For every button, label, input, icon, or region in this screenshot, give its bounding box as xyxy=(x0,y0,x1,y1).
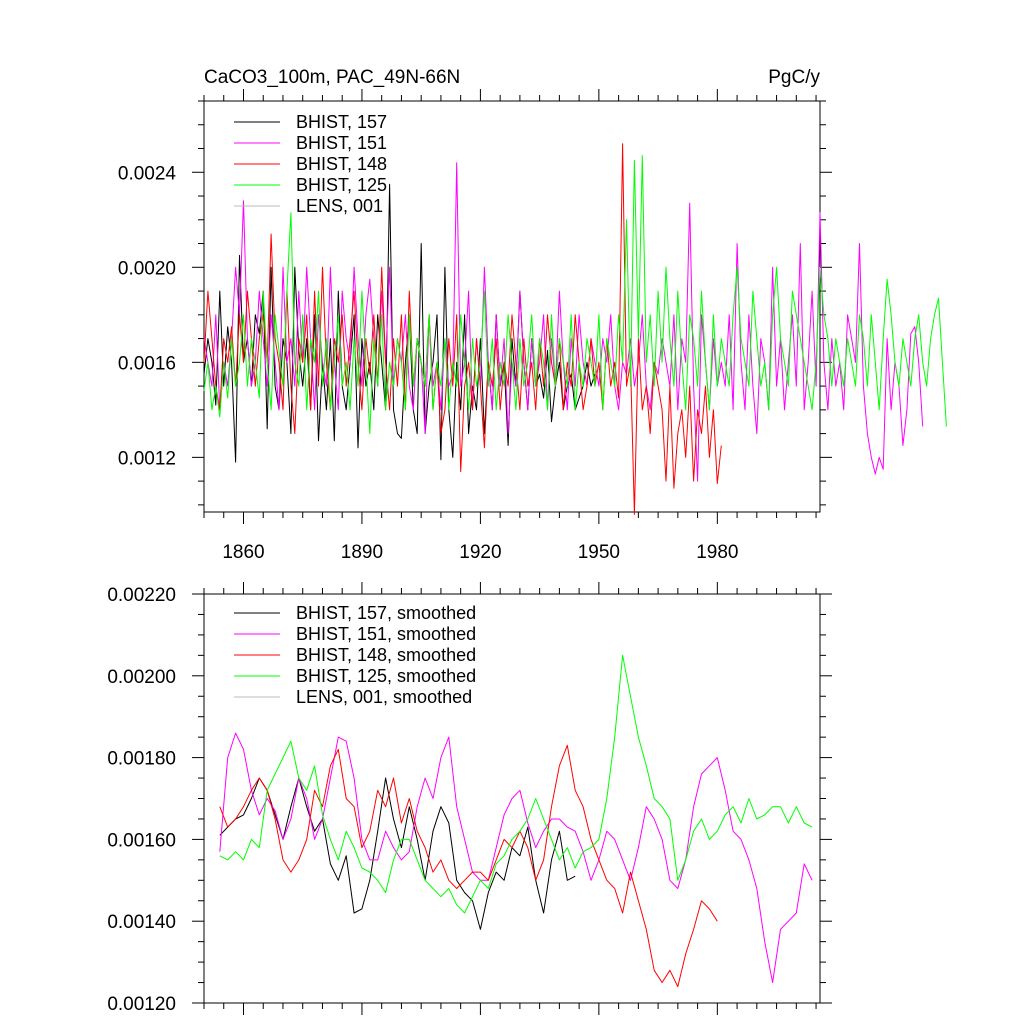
y-tick-label: 0.00140 xyxy=(107,912,176,933)
y-tick-label: 0.00220 xyxy=(107,585,176,606)
y-tick-label: 0.00180 xyxy=(107,749,176,770)
chart-units: PgC/y xyxy=(768,67,820,88)
y-tick-label: 0.0012 xyxy=(118,448,176,469)
y-tick-label: 0.0020 xyxy=(118,258,176,279)
y-tick-label: 0.0024 xyxy=(118,163,177,184)
legend-label: LENS, 001 xyxy=(296,196,383,216)
x-tick-label: 1860 xyxy=(222,542,264,563)
series-line-bhist-151-smoothed xyxy=(219,732,813,983)
legend-label: BHIST, 151 xyxy=(296,133,387,153)
legend-label: BHIST, 125, smoothed xyxy=(296,666,476,686)
series-line-bhist-125-smoothed xyxy=(219,654,813,914)
legend-label: LENS, 001, smoothed xyxy=(296,687,472,707)
series-line-bhist-157 xyxy=(203,183,596,463)
panel-bottom: 0.00120 0.00140 0.00160 0.00180 0.00200 0.002… xyxy=(107,582,832,1015)
series-line-bhist-148 xyxy=(203,143,722,515)
legend-label: BHIST, 125 xyxy=(296,175,387,195)
legend-label: BHIST, 157, smoothed xyxy=(296,603,476,623)
x-tick-label: 1890 xyxy=(341,542,383,563)
plot-frame-top xyxy=(203,100,821,513)
y-tick-label: 0.00160 xyxy=(107,830,176,851)
panel-top: CaCO3_100m, PAC_49N-66N PgC/y 1860 1890 1920… xyxy=(118,67,947,563)
chart-title: CaCO3_100m, PAC_49N-66N xyxy=(204,67,460,88)
legend-label: BHIST, 148 xyxy=(296,154,387,174)
y-tick-label: 0.00200 xyxy=(107,667,176,688)
legend-label: BHIST, 148, smoothed xyxy=(296,645,476,665)
series-line-bhist-125 xyxy=(203,155,947,435)
y-tick-label: 0.00120 xyxy=(107,994,176,1015)
x-tick-label: 1980 xyxy=(696,542,738,563)
x-tick-label: 1950 xyxy=(578,542,620,563)
y-tick-label: 0.0016 xyxy=(118,353,176,374)
legend-label: BHIST, 157 xyxy=(296,112,387,132)
legend-label: BHIST, 151, smoothed xyxy=(296,624,476,644)
series-line-bhist-148-smoothed xyxy=(219,744,718,988)
x-tick-label: 1920 xyxy=(459,542,501,563)
series-line-bhist-157-smoothed xyxy=(219,777,576,930)
